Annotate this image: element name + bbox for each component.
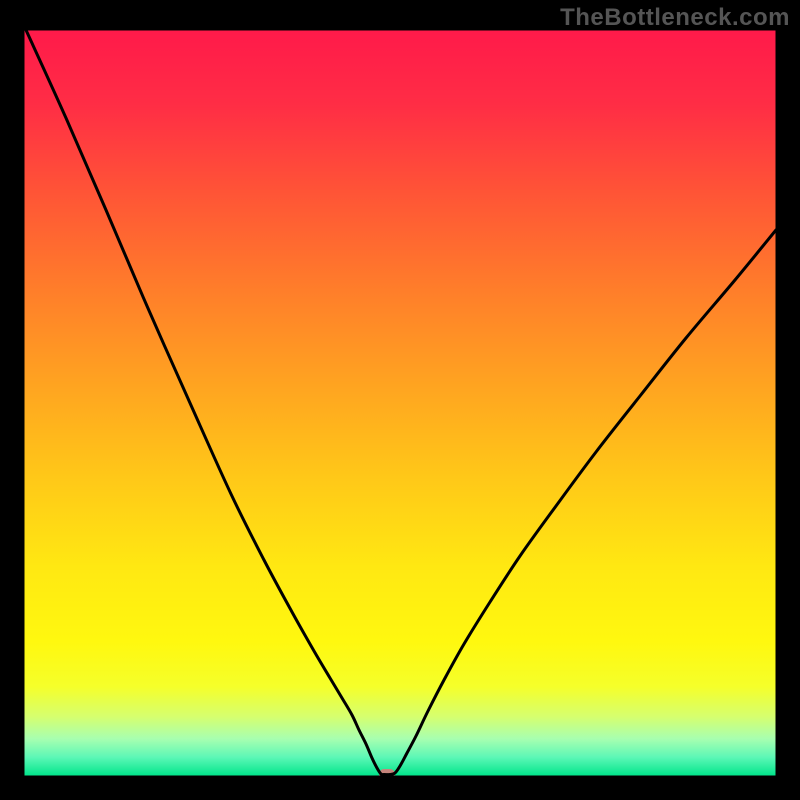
bottleneck-curve-chart (0, 0, 800, 800)
watermark-text: TheBottleneck.com (560, 4, 790, 32)
plot-background (24, 30, 776, 776)
chart-stage: TheBottleneck.com (0, 0, 800, 800)
